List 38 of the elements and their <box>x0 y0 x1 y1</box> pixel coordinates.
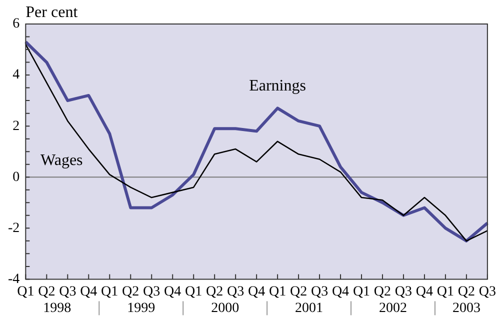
x-tick-label: Q4 <box>416 284 434 300</box>
y-tick-label: -2 <box>8 220 20 236</box>
x-tick-label: Q2 <box>206 284 224 300</box>
series-label: Earnings <box>249 77 306 94</box>
series-label: Wages <box>40 152 83 170</box>
text: 1999 <box>127 300 156 316</box>
y-tick-label: -4 <box>8 272 20 287</box>
y-tick-label: 4 <box>12 68 20 83</box>
x-tick-label: Q1 <box>101 284 118 300</box>
y-tick-label: 2 <box>12 118 20 134</box>
x-tick-label: Q4 <box>332 284 350 300</box>
x-tick-label: Q4 <box>248 284 266 300</box>
x-tick-label: Q3 <box>143 284 160 300</box>
x-tick-label: Q2 <box>458 284 476 300</box>
y-axis-title: Per cent <box>26 4 78 22</box>
x-tick-label: Q2 <box>122 284 140 300</box>
y-tick-label: 0 <box>12 170 20 185</box>
x-tick-label: Q1 <box>268 284 286 300</box>
x-tick-label: Q1 <box>436 284 454 300</box>
x-tick-label: Q3 <box>227 284 244 300</box>
x-tick-label: Q1 <box>352 284 370 300</box>
x-tick-label: Q4 <box>80 284 98 300</box>
x-tick-label: Q2 <box>290 284 308 300</box>
x-tick-label: Q1 <box>185 284 202 300</box>
x-tick-label: Q1 <box>17 284 34 300</box>
x-tick-label: Q3 <box>59 284 76 300</box>
text: 2000 <box>211 300 240 316</box>
text: 1998 <box>43 300 72 316</box>
x-tick-label: Q3 <box>478 284 496 300</box>
text: 2002 <box>378 300 407 316</box>
text: 2001 <box>295 300 324 316</box>
x-tick-label: Q2 <box>374 284 392 300</box>
x-tick-label: Q2 <box>38 284 56 300</box>
x-tick-label: Q3 <box>310 284 328 300</box>
y-tick-label: 6 <box>12 16 20 32</box>
x-tick-label: Q4 <box>164 284 182 300</box>
text: 2003 <box>452 300 480 316</box>
x-tick-label: Q3 <box>394 284 412 300</box>
